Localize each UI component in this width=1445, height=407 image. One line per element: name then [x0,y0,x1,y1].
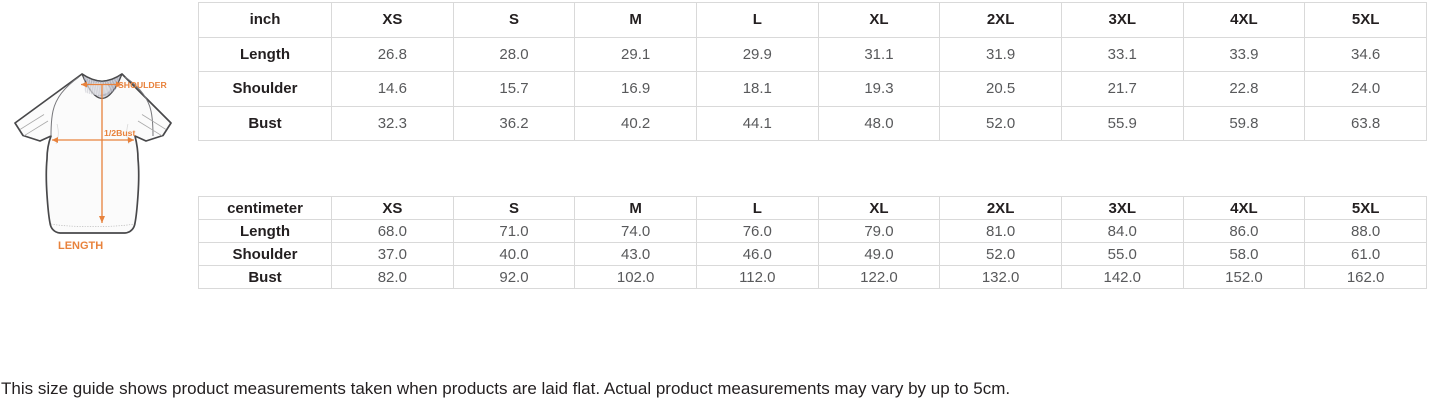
svg-text:1/2Bust: 1/2Bust [104,128,135,138]
svg-text:LENGTH: LENGTH [58,240,103,252]
svg-text:SHOULDER: SHOULDER [118,80,167,90]
